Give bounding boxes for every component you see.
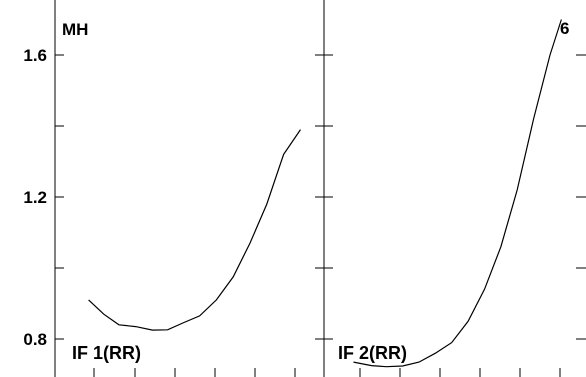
panel-2-label: IF 2(RR) [338, 343, 407, 363]
top-left-label: MH [62, 20, 88, 39]
y-tick-label: 0.8 [23, 330, 47, 349]
top-right-label: 6 [560, 19, 569, 38]
y-tick-label: 1.6 [23, 46, 47, 65]
series-line-panel-1 [88, 129, 301, 331]
series-line-panel-2 [353, 19, 562, 368]
panel-1-label: IF 1(RR) [72, 343, 141, 363]
chart-marks: 0.8 1.2 1.6 [23, 19, 586, 377]
y-tick-label: 1.2 [23, 188, 47, 207]
